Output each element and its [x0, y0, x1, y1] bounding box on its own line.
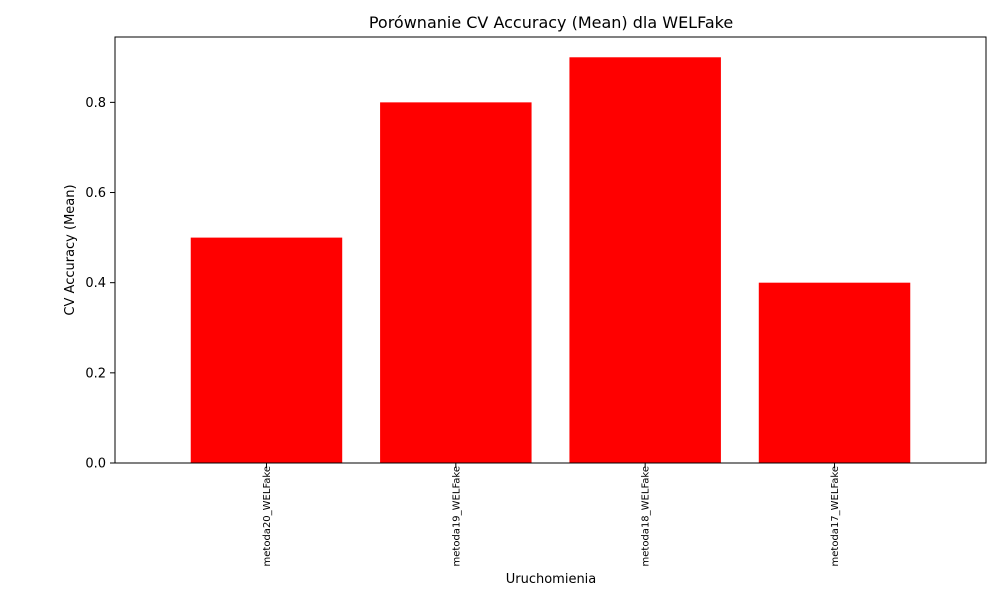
x-tick-label: metoda17_WELFake — [830, 466, 841, 566]
y-axis: 0.0 0.2 0.4 0.6 0.8 — [85, 96, 115, 472]
bar-metoda18_WELFake — [569, 57, 721, 464]
y-tick-label: 0.6 — [85, 186, 106, 201]
x-tick-label: metoda18_WELFake — [641, 466, 652, 566]
bar-metoda20_WELFake — [190, 237, 343, 463]
bar-metoda17_WELFake — [758, 282, 911, 463]
x-axis: metoda20_WELFake metoda19_WELFake metoda18… — [262, 463, 841, 566]
chart-title: Porównanie CV Accuracy (Mean) dla WELFak… — [369, 13, 733, 32]
y-tick-label: 0.4 — [85, 276, 106, 291]
x-tick-label: metoda19_WELFake — [451, 466, 462, 566]
y-tick-label: 0.2 — [85, 366, 106, 381]
y-tick-label: 0.8 — [85, 96, 106, 111]
bar-metoda19_WELFake — [380, 102, 532, 463]
y-tick-label: 0.0 — [85, 457, 106, 472]
x-axis-label: Uruchomienia — [506, 572, 597, 587]
y-axis-label: CV Accuracy (Mean) — [63, 184, 78, 315]
x-tick-label: metoda20_WELFake — [262, 466, 273, 566]
plot-area-frame — [114, 36, 987, 464]
bars-group — [190, 57, 911, 464]
